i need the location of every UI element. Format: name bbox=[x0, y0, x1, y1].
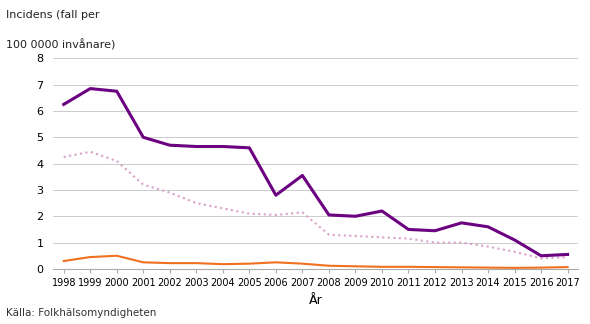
X-axis label: År: År bbox=[309, 294, 323, 307]
Text: Incidens (fall per: Incidens (fall per bbox=[6, 10, 99, 20]
Text: Källa: Folkhälsomyndigheten: Källa: Folkhälsomyndigheten bbox=[6, 307, 156, 318]
Text: 100 0000 invånare): 100 0000 invånare) bbox=[6, 39, 115, 50]
